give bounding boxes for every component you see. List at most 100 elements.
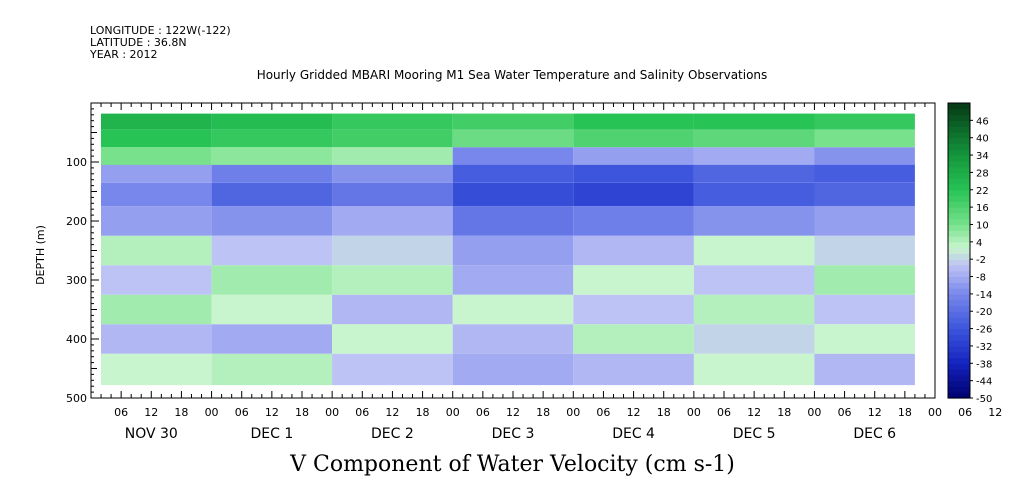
colorbar-swatch [948,270,970,278]
colorbar-swatch [948,340,970,347]
colorbar-swatch [948,328,970,335]
colorbar-swatch [948,178,970,185]
colorbar-swatch [948,166,970,174]
heatmap-cell [211,353,333,386]
heatmap-cell [814,235,915,266]
heatmap-cell [452,265,574,295]
colorbar-swatch [948,299,970,307]
heatmap-cell [211,113,333,130]
heatmap-cell [101,164,212,183]
colorbar-label: 10 [976,220,989,231]
colorbar-swatch [948,126,970,133]
heatmap-cell [452,164,574,183]
x-tick-label: 00 [928,406,942,419]
colorbar: 46 40 34 28 22 16 10 4 -2 -8 -14 -20 -26 -32 -38 -44 -50 [947,102,992,405]
heatmap-cell [814,265,915,295]
heatmap-cell [211,324,333,354]
colorbar-swatch [948,160,970,168]
heatmap-cell [814,324,915,354]
heatmap-cell [814,182,915,207]
colorbar-label: 40 [976,134,989,145]
heatmap-cell [573,294,694,325]
colorbar-swatch [948,322,970,330]
colorbar-swatch [948,103,970,110]
x-tick-label: 12 [747,406,761,419]
x-tick-label: 12 [144,406,158,419]
colorbar-label: -38 [976,359,992,370]
colorbar-swatch [948,114,970,121]
colorbar-swatch [948,374,970,382]
heatmap-cell [693,164,815,183]
colorbar-swatch [948,183,970,191]
colorbar-label: 22 [976,186,989,197]
colorbar-swatch [948,264,970,272]
colorbar-swatch [948,282,970,289]
x-tick-label: 18 [657,406,671,419]
heatmap-cell [452,113,574,130]
heatmap-cell [693,182,815,207]
heatmap-cell [332,353,453,386]
x-tick-label: 12 [868,406,882,419]
colorbar-swatch [948,224,970,231]
y-tick-label: 500 [66,392,87,405]
heatmap-cell [814,147,915,165]
colorbar-swatch [948,369,970,376]
colorbar-swatch [948,172,970,179]
colorbar-label: -50 [976,394,992,405]
heatmap-cell [332,206,453,236]
colorbar-label: 4 [976,238,982,249]
x-tick-label: 00 [205,406,219,419]
heatmap-cell [814,164,915,183]
heatmap-cell [573,129,694,148]
colorbar-label: -14 [976,290,992,301]
x-tick-label: 00 [566,406,580,419]
heatmap-cell [332,294,453,325]
x-tick-label: 00 [325,406,339,419]
colorbar-swatch [948,247,970,254]
x-tick-label: 06 [717,406,731,419]
heatmap-cell [332,235,453,266]
heatmap-cell [452,324,574,354]
heatmap-cell [693,235,815,266]
x-tick-label: 18 [295,406,309,419]
year-label: YEAR : 2012 [90,48,158,61]
colorbar-swatch [948,212,970,220]
colorbar-label: 16 [976,203,989,214]
colorbar-label: -32 [976,342,992,353]
heatmap-cell [332,182,453,207]
colorbar-label: 46 [976,116,989,127]
colorbar-swatch [948,143,970,150]
colorbar-label: 28 [976,168,989,179]
colorbar-swatch [948,363,970,370]
x-tick-label: 06 [114,406,128,419]
latitude-label: LATITUDE : 36.8N [90,36,187,49]
heatmap-cells [101,113,915,386]
heatmap-cell [573,265,694,295]
colorbar-label: -2 [976,255,986,266]
x-tick-label: 00 [807,406,821,419]
heatmap-cell [573,206,694,236]
colorbar-swatch [948,317,970,324]
heatmap-cell [101,294,212,325]
heatmap-cell [452,147,574,165]
colorbar-label: -20 [976,307,992,318]
heatmap-cell [211,294,333,325]
heatmap-cell [573,324,694,354]
colorbar-swatch [948,259,970,266]
heatmap-cell [101,129,212,148]
heatmap-cell [332,164,453,183]
heatmap-cell [211,147,333,165]
heatmap-cell [693,206,815,236]
x-tick-label: 18 [777,406,791,419]
y-tick-label: 200 [66,215,87,228]
x-tick-label: 18 [416,406,430,419]
heatmap-cell [573,164,694,183]
colorbar-swatch [948,218,970,226]
longitude-label: LONGITUDE : 122W(-122) [90,24,231,37]
heatmap-cell [101,235,212,266]
colorbar-frame [947,102,971,399]
colorbar-swatch [948,120,970,127]
colorbar-swatch [948,334,970,341]
heatmap-cell [573,147,694,165]
heatmap-cell [693,113,815,130]
